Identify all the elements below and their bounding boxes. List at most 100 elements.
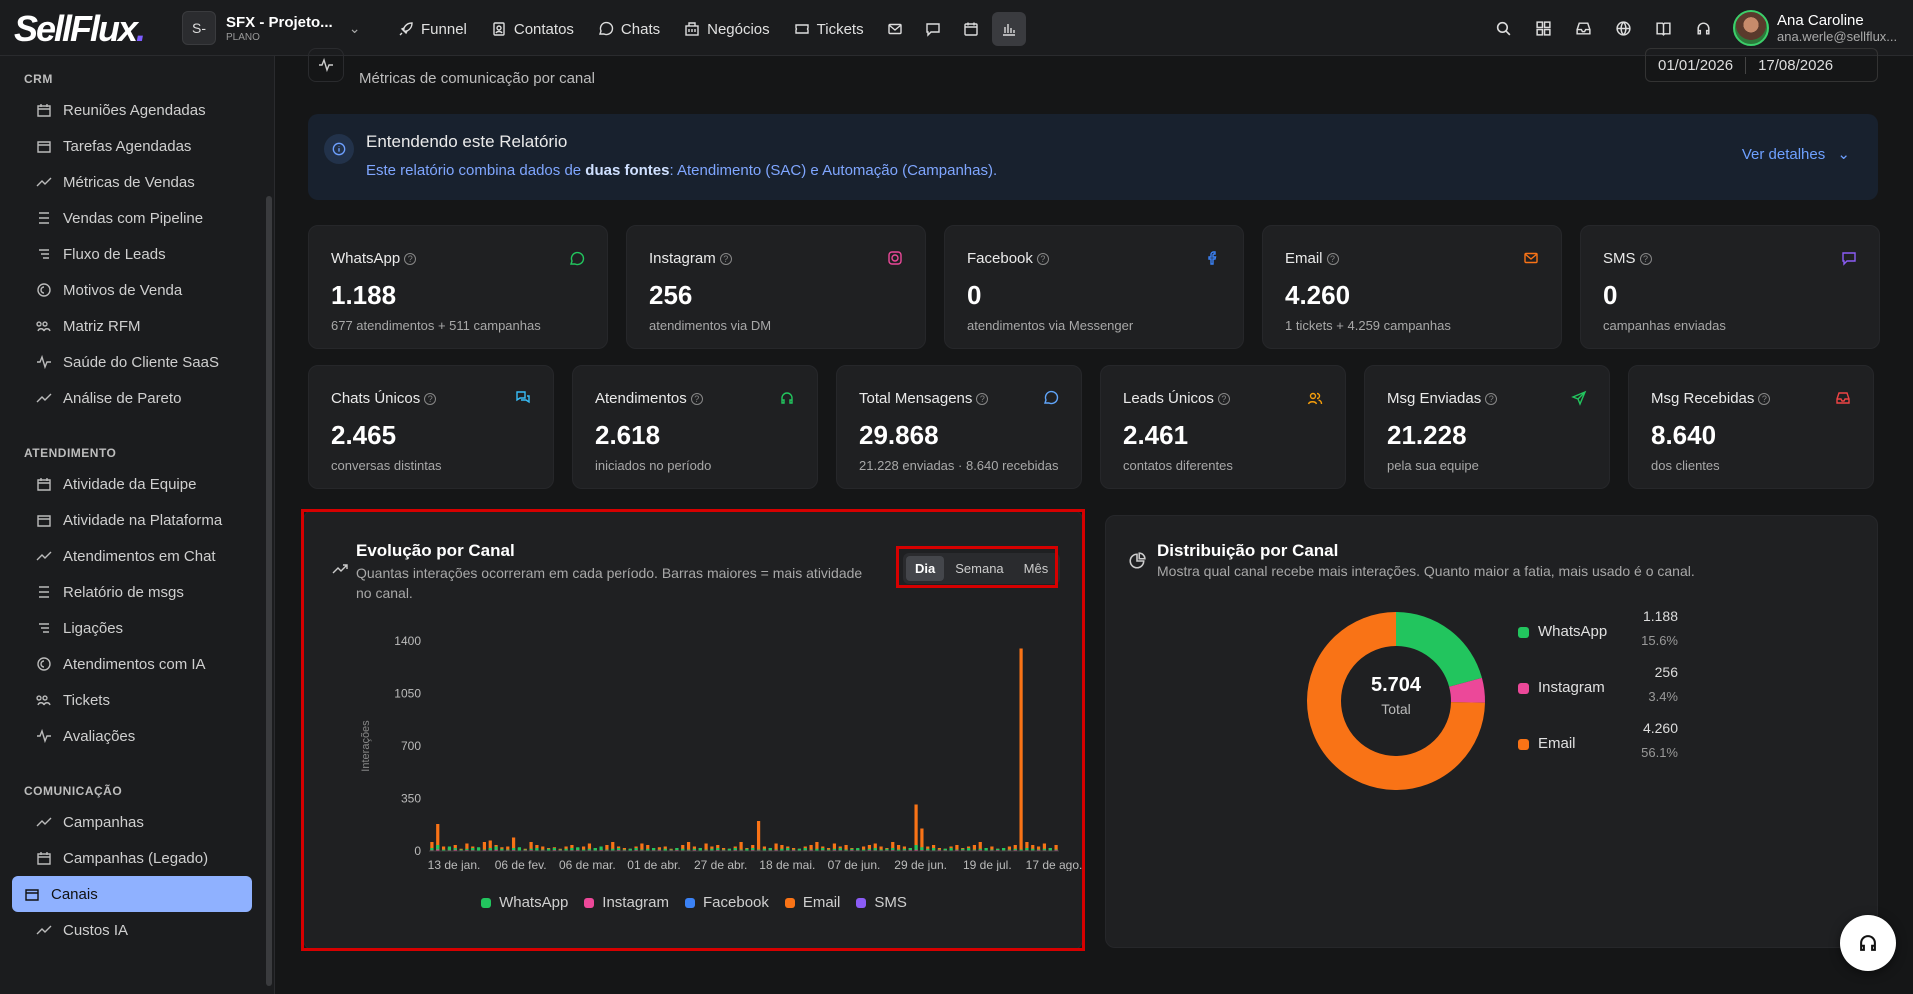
bar-email[interactable] xyxy=(914,804,918,852)
sidebar-item-vendas-com-pipeline[interactable]: Vendas com Pipeline xyxy=(12,200,252,236)
nav-contatos[interactable]: Contatos xyxy=(481,12,584,46)
bar-whatsapp[interactable] xyxy=(710,848,714,851)
bar-whatsapp[interactable] xyxy=(879,849,883,852)
bar-whatsapp[interactable] xyxy=(856,848,860,851)
bar-whatsapp[interactable] xyxy=(628,848,632,851)
bar-whatsapp[interactable] xyxy=(873,848,877,851)
sidebar-item-campanhas-legado-[interactable]: Campanhas (Legado) xyxy=(12,840,252,876)
bar-whatsapp[interactable] xyxy=(914,845,918,851)
bar-email[interactable] xyxy=(809,845,813,851)
bar-email[interactable] xyxy=(1031,845,1035,851)
bar-email[interactable] xyxy=(990,846,994,852)
bar-whatsapp[interactable] xyxy=(634,848,638,851)
bar-whatsapp[interactable] xyxy=(599,846,603,852)
bar-whatsapp[interactable] xyxy=(885,848,889,851)
bar-whatsapp[interactable] xyxy=(762,848,767,851)
bar-email[interactable] xyxy=(511,837,516,852)
bar-whatsapp[interactable] xyxy=(867,848,872,851)
sidebar-item-avalia-es[interactable]: Avaliações xyxy=(12,718,252,754)
bar-whatsapp[interactable] xyxy=(745,848,749,851)
help-icon[interactable]: ? xyxy=(1639,253,1652,265)
bar-whatsapp[interactable] xyxy=(832,848,837,851)
see-details-button[interactable]: Ver detalhes ⌄ xyxy=(1741,146,1850,163)
bar-whatsapp[interactable] xyxy=(476,847,481,851)
bar-email[interactable] xyxy=(1042,843,1047,852)
bar-whatsapp[interactable] xyxy=(896,849,901,852)
sellflux-logo[interactable]: SellFlux. xyxy=(14,8,146,49)
sidebar-item-fluxo-de-leads[interactable]: Fluxo de Leads xyxy=(12,236,252,272)
distribution-legend-item-instagram[interactable]: Instagram 256 3.4% xyxy=(1518,664,1678,712)
bar-whatsapp[interactable] xyxy=(436,845,440,851)
bar-email[interactable] xyxy=(581,846,586,852)
help-icon[interactable]: ? xyxy=(976,393,989,405)
bar-email[interactable] xyxy=(1036,846,1041,852)
sidebar-scrollbar[interactable] xyxy=(266,196,272,986)
sidebar-item-atendimentos-em-chat[interactable]: Atendimentos em Chat xyxy=(12,538,252,574)
nav-calendar-button[interactable] xyxy=(954,12,988,46)
bar-email[interactable] xyxy=(686,842,691,851)
bar-whatsapp[interactable] xyxy=(651,848,656,851)
bar-whatsapp[interactable] xyxy=(1013,848,1017,851)
bar-email[interactable] xyxy=(774,843,778,852)
bar-whatsapp[interactable] xyxy=(768,848,772,851)
bar-whatsapp[interactable] xyxy=(751,848,755,851)
bar-whatsapp[interactable] xyxy=(850,848,854,851)
bar-whatsapp[interactable] xyxy=(552,848,557,851)
bar-email[interactable] xyxy=(587,843,592,852)
legend-item-whatsapp[interactable]: WhatsApp xyxy=(481,894,568,911)
bar-email[interactable] xyxy=(611,842,615,851)
bar-whatsapp[interactable] xyxy=(931,848,936,851)
bar-whatsapp[interactable] xyxy=(546,848,551,851)
bar-whatsapp[interactable] xyxy=(1001,848,1006,851)
bar-whatsapp[interactable] xyxy=(616,848,621,851)
sidebar-item-matriz-rfm[interactable]: Matriz RFM xyxy=(12,308,252,344)
nav-messages-button[interactable] xyxy=(916,12,950,46)
bar-whatsapp[interactable] xyxy=(891,848,895,851)
bar-email[interactable] xyxy=(640,843,644,852)
bar-email[interactable] xyxy=(430,842,434,851)
bar-email[interactable] xyxy=(704,843,708,852)
toggle-month[interactable]: Mês xyxy=(1023,561,1049,576)
bar-whatsapp[interactable] xyxy=(535,848,539,851)
bar-whatsapp[interactable] xyxy=(447,846,452,852)
toggle-day[interactable]: Dia xyxy=(906,556,945,581)
bar-email[interactable] xyxy=(1019,648,1023,852)
bar-whatsapp[interactable] xyxy=(517,847,522,851)
donut-slice-whatsapp[interactable] xyxy=(1395,612,1482,688)
bar-email[interactable] xyxy=(896,845,901,851)
sidebar-item-sa-de-do-cliente-saas[interactable]: Saúde do Cliente SaaS xyxy=(12,344,252,380)
bar-whatsapp[interactable] xyxy=(675,848,679,851)
bar-whatsapp[interactable] xyxy=(780,848,784,851)
bar-email[interactable] xyxy=(465,843,469,852)
bar-whatsapp[interactable] xyxy=(692,848,697,851)
support-button[interactable] xyxy=(1683,8,1723,48)
user-menu[interactable]: Ana Caroline ana.werle@sellflux... xyxy=(1733,10,1913,46)
bar-email[interactable] xyxy=(844,845,848,851)
bar-whatsapp[interactable] xyxy=(529,848,533,851)
bar-whatsapp[interactable] xyxy=(943,848,947,851)
bar-whatsapp[interactable] xyxy=(471,848,475,851)
search-button[interactable] xyxy=(1483,8,1523,48)
bar-whatsapp[interactable] xyxy=(996,848,1000,851)
bar-whatsapp[interactable] xyxy=(815,848,819,851)
bar-whatsapp[interactable] xyxy=(902,848,907,851)
bar-email[interactable] xyxy=(506,846,510,852)
bar-email[interactable] xyxy=(441,846,446,852)
bar-whatsapp[interactable] xyxy=(926,848,930,851)
bar-whatsapp[interactable] xyxy=(861,849,866,852)
bar-instagram[interactable] xyxy=(914,849,918,851)
bar-whatsapp[interactable] xyxy=(564,848,568,851)
bar-email[interactable] xyxy=(657,847,662,851)
bar-whatsapp[interactable] xyxy=(494,846,498,852)
bar-email[interactable] xyxy=(920,828,924,852)
bar-instagram[interactable] xyxy=(436,849,440,852)
sidebar-item-tickets[interactable]: Tickets xyxy=(12,682,252,718)
bar-whatsapp[interactable] xyxy=(1019,849,1023,852)
nav-reports-button[interactable] xyxy=(991,12,1026,46)
bar-whatsapp[interactable] xyxy=(949,848,953,851)
bar-email[interactable] xyxy=(891,842,895,851)
sidebar-item-tarefas-agendadas[interactable]: Tarefas Agendadas xyxy=(12,128,252,164)
bar-whatsapp[interactable] xyxy=(593,848,597,851)
sidebar-item-relat-rio-de-msgs[interactable]: Relatório de msgs xyxy=(12,574,252,610)
bar-whatsapp[interactable] xyxy=(733,848,737,851)
